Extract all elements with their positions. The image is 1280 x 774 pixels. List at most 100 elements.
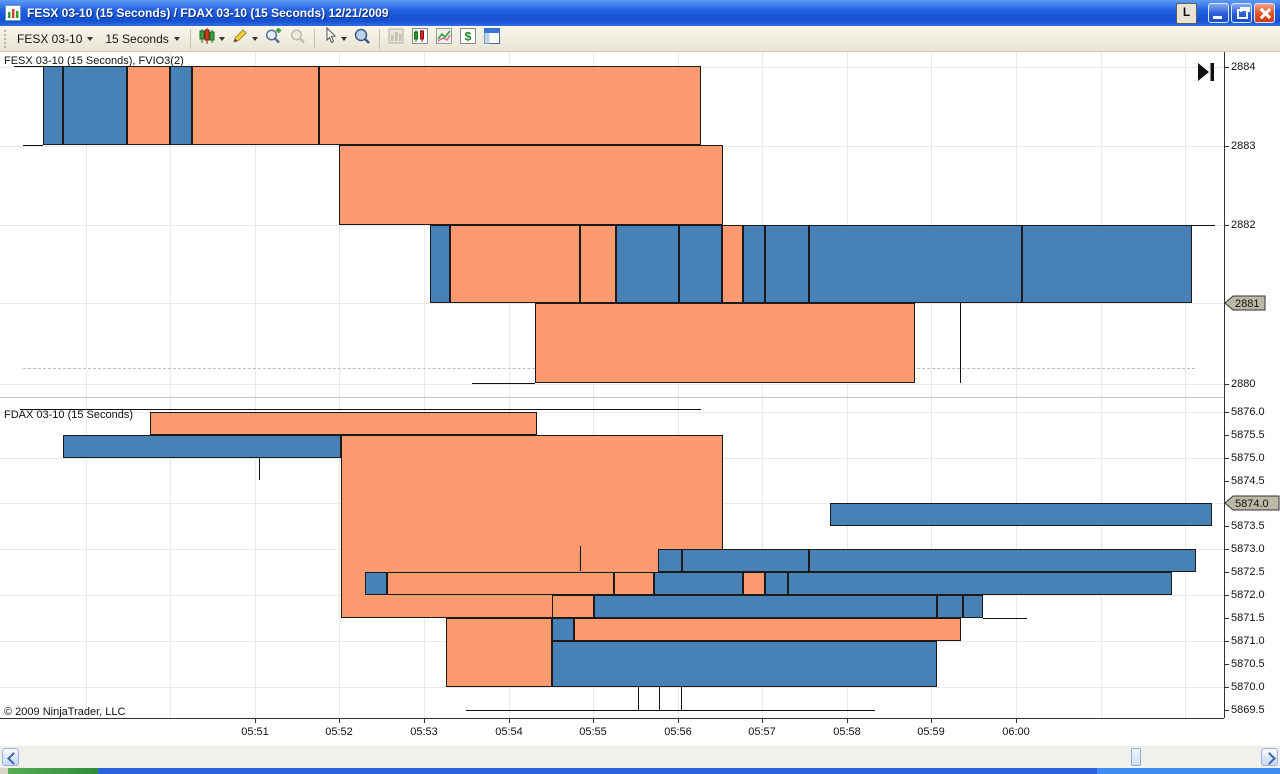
taskbar-corner (0, 768, 8, 774)
price-tick (1224, 549, 1229, 550)
step-line-segment (14, 66, 43, 67)
panel-label-fesx: FESX 03-10 (15 Seconds), FVIO3(2) (4, 55, 184, 67)
grid-line-vertical (847, 52, 848, 718)
volume-box (574, 618, 961, 641)
volume-box (170, 66, 192, 145)
volume-box (552, 618, 574, 641)
chevron-right-icon (1263, 752, 1276, 765)
time-tick-label: 05:56 (664, 726, 692, 738)
price-tick-label: 2883 (1231, 140, 1256, 152)
line-chart-icon (435, 27, 453, 50)
step-line-segment (580, 546, 581, 571)
price-tick-label: 5875.5 (1231, 429, 1265, 441)
grid-line-vertical (931, 52, 932, 718)
volume-box (552, 641, 937, 687)
price-tick (1224, 146, 1229, 147)
zoom-out-button[interactable] (286, 25, 310, 52)
candle-chart-icon (411, 27, 429, 50)
price-tick-label: 5871.5 (1231, 612, 1265, 624)
scroll-left-button[interactable] (2, 748, 20, 766)
market-analyzer-button[interactable] (432, 25, 456, 52)
price-tick-label: 5876.0 (1231, 406, 1265, 418)
volume-box (319, 66, 701, 145)
volume-box (580, 225, 616, 303)
grid-line-horizontal (0, 384, 1224, 385)
minimize-button[interactable] (1208, 3, 1229, 23)
price-tick-label: 2884 (1231, 61, 1256, 73)
time-tick-label: 06:00 (1002, 726, 1030, 738)
panel-properties-button[interactable] (480, 25, 504, 52)
data-box-button[interactable] (350, 25, 375, 52)
volume-box (809, 549, 1196, 572)
windows-taskbar-edge (0, 768, 1280, 774)
price-tick-label: 5869.5 (1231, 704, 1265, 716)
instrument-link-button[interactable]: L (1176, 2, 1197, 24)
panel-window-icon (483, 27, 501, 50)
grid-line-horizontal (0, 412, 1224, 413)
time-tick-label: 05:51 (241, 726, 269, 738)
time-tick (847, 718, 848, 723)
horizontal-scrollbar[interactable] (0, 746, 1280, 768)
time-tick (593, 718, 594, 723)
zoom-in-button[interactable] (261, 25, 286, 52)
volume-box (788, 572, 1172, 595)
step-line-segment (1192, 225, 1215, 226)
step-line-segment (23, 145, 43, 146)
svg-text:5874.0: 5874.0 (1235, 498, 1269, 510)
toolbar-grip[interactable] (3, 28, 8, 49)
price-tick (1224, 710, 1229, 711)
scroll-right-button[interactable] (1261, 748, 1278, 766)
svg-text:2881: 2881 (1235, 298, 1259, 310)
chevron-down-icon (173, 36, 180, 41)
start-button-edge[interactable] (8, 768, 98, 774)
price-tick-label: 2880 (1231, 378, 1256, 390)
time-tick-label: 05:54 (495, 726, 523, 738)
chevron-left-icon (7, 752, 20, 765)
step-line-segment (681, 687, 682, 710)
draw-tool-button[interactable] (228, 25, 261, 52)
volume-box (963, 595, 983, 618)
volume-box (830, 503, 1212, 526)
grid-line-vertical (424, 52, 425, 718)
time-tick (1016, 718, 1017, 723)
price-tick (1224, 641, 1229, 642)
step-line-segment (466, 710, 875, 711)
grid-line-horizontal (0, 687, 1224, 688)
volume-box (654, 572, 743, 595)
data-box-icon (353, 27, 372, 50)
close-button[interactable] (1254, 3, 1275, 23)
volume-box (192, 66, 319, 145)
grid-line-vertical (678, 52, 679, 718)
price-axis-line (1224, 52, 1225, 718)
cursor-tool-button[interactable] (319, 25, 350, 52)
volume-box (614, 572, 654, 595)
step-line-segment (960, 303, 961, 383)
toolbar-separator (313, 28, 315, 49)
time-tick (255, 718, 256, 723)
app-chart-icon (5, 5, 21, 21)
volume-box (552, 595, 594, 618)
time-tick-label: 05:53 (410, 726, 438, 738)
price-tick (1224, 526, 1229, 527)
account-dollar-icon: $ (459, 27, 477, 50)
account-data-button[interactable]: $ (456, 25, 480, 52)
price-tick (1224, 412, 1229, 413)
taskbar-button-edge[interactable] (1097, 768, 1280, 774)
scrollbar-thumb[interactable] (1131, 748, 1141, 766)
price-tick (1224, 435, 1229, 436)
last-price-marker: 2881 (1224, 295, 1266, 316)
instrument-dropdown[interactable]: FESX 03-10 (11, 29, 99, 49)
restore-button[interactable] (1231, 3, 1252, 23)
new-chart-button[interactable] (408, 25, 432, 52)
volume-box (127, 66, 170, 145)
chart-toolbar: FESX 03-10 15 Seconds (0, 26, 1280, 52)
chart-style-button[interactable] (195, 25, 228, 52)
price-tick (1224, 225, 1229, 226)
step-line-segment (638, 687, 639, 710)
period-dropdown[interactable]: 15 Seconds (99, 29, 185, 49)
time-tick (509, 718, 510, 723)
step-line-segment (20, 409, 701, 410)
chart-analyzer-button[interactable] (384, 25, 408, 52)
chevron-down-icon (87, 36, 94, 41)
